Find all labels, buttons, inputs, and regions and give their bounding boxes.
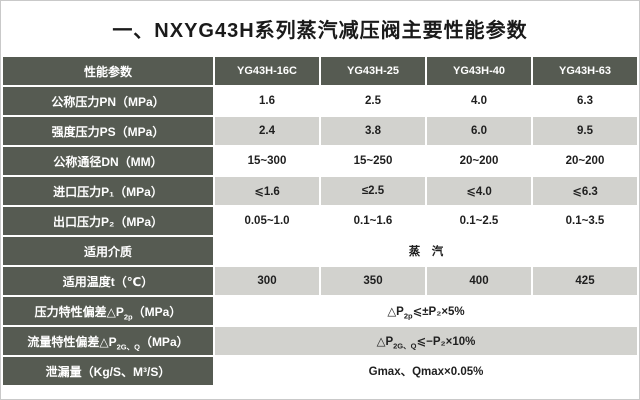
value-cell: 6.0 [427,117,531,145]
col-header-yg43h-16c: YG43H-16C [215,57,319,85]
value-cell: 350 [321,267,425,295]
row-label: 适用介质 [3,237,213,265]
value-cell: 20~200 [427,147,531,175]
value-cell: 9.5 [533,117,637,145]
value-cell: 2.4 [215,117,319,145]
subscript: 2G、Q [393,341,417,351]
param-header: 性能参数 [3,57,213,85]
merged-value-cell: △P2p⩽±P₂×5% [215,297,637,325]
col-header-yg43h-40: YG43H-40 [427,57,531,85]
value-cell: ⩽4.0 [427,177,531,205]
table-row-leakage: 泄漏量（Kg/S、M³/S） Gmax、Qmax×0.05% [3,357,637,385]
col-header-yg43h-25: YG43H-25 [321,57,425,85]
value-cell: ⩽6.3 [533,177,637,205]
value-cell: 0.1~2.5 [427,207,531,235]
row-label: 泄漏量（Kg/S、M³/S） [3,357,213,385]
value-cell: 0.1~3.5 [533,207,637,235]
subscript: 2G、Q [116,341,140,351]
value-cell: 4.0 [427,87,531,115]
value-cell: 3.8 [321,117,425,145]
row-label: 适用温度t（℃） [3,267,213,295]
value-cell: 300 [215,267,319,295]
table-row-temperature: 适用温度t（℃） 300 350 400 425 [3,267,637,295]
row-label: 压力特性偏差△P2p（MPa） [3,297,213,325]
value-cell: 15~300 [215,147,319,175]
value-cell: ⩽1.6 [215,177,319,205]
row-label: 强度压力PS（MPa） [3,117,213,145]
row-label: 进口压力P₁（MPa） [3,177,213,205]
table-row-outlet-pressure: 出口压力P₂（MPa） 0.05~1.0 0.1~1.6 0.1~2.5 0.1… [3,207,637,235]
table-row-nominal-diameter: 公称通径DN（MM） 15~300 15~250 20~200 20~200 [3,147,637,175]
value-cell: ≤2.5 [321,177,425,205]
page-title: 一、NXYG43H系列蒸汽减压阀主要性能参数 [112,19,528,42]
value-cell: 1.6 [215,87,319,115]
merged-value-cell: △P2G、Q⩽−P₂×10% [215,327,637,355]
value-cell: 400 [427,267,531,295]
subscript: 2p [123,311,133,321]
row-label: 流量特性偏差△P2G、Q（MPa） [3,327,213,355]
table-row-strength-pressure: 强度压力PS（MPa） 2.4 3.8 6.0 9.5 [3,117,637,145]
value-cell: 0.1~1.6 [321,207,425,235]
table-row-pressure-deviation: 压力特性偏差△P2p（MPa） △P2p⩽±P₂×5% [3,297,637,325]
table-row-flow-deviation: 流量特性偏差△P2G、Q（MPa） △P2G、Q⩽−P₂×10% [3,327,637,355]
value-cell: 425 [533,267,637,295]
merged-value-cell: 蒸 汽 [215,237,637,265]
merged-value-cell: Gmax、Qmax×0.05% [215,357,637,385]
value-cell: 6.3 [533,87,637,115]
table-row-inlet-pressure: 进口压力P₁（MPa） ⩽1.6 ≤2.5 ⩽4.0 ⩽6.3 [3,177,637,205]
spec-table: 性能参数 YG43H-16C YG43H-25 YG43H-40 YG43H-6… [1,55,639,387]
table-row-medium: 适用介质 蒸 汽 [3,237,637,265]
table-row-nominal-pressure: 公称压力PN（MPa） 1.6 2.5 4.0 6.3 [3,87,637,115]
subscript: 2p [403,311,413,321]
row-label: 公称通径DN（MM） [3,147,213,175]
value-cell: 15~250 [321,147,425,175]
value-cell: 0.05~1.0 [215,207,319,235]
row-label: 公称压力PN（MPa） [3,87,213,115]
header-row: 性能参数 YG43H-16C YG43H-25 YG43H-40 YG43H-6… [3,57,637,85]
row-label: 出口压力P₂（MPa） [3,207,213,235]
value-cell: 2.5 [321,87,425,115]
value-cell: 20~200 [533,147,637,175]
col-header-yg43h-63: YG43H-63 [533,57,637,85]
